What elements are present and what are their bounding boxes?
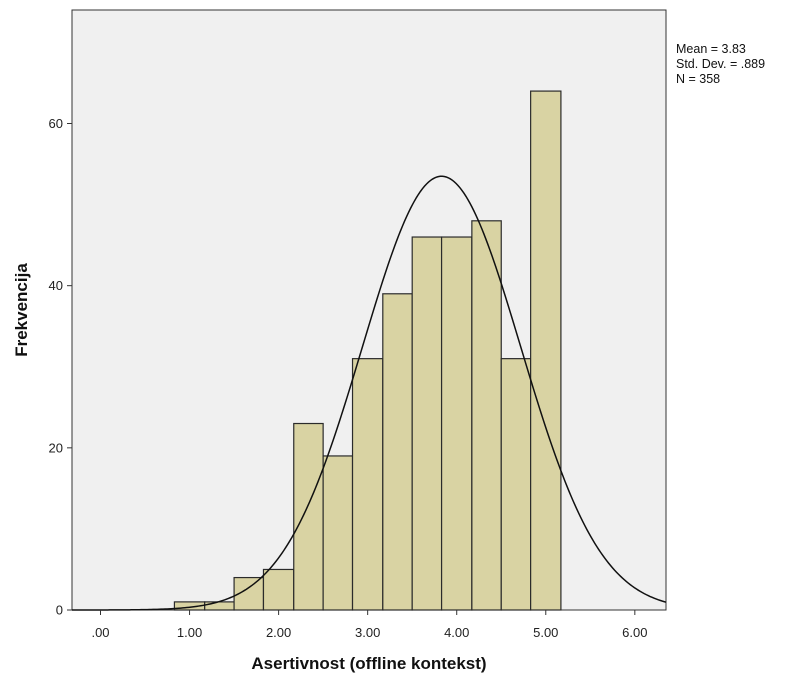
- stats-mean: Mean = 3.83: [676, 42, 746, 56]
- histogram-bar: [204, 601, 235, 611]
- x-tick-label: 2.00: [266, 625, 291, 640]
- histogram-bar: [351, 358, 384, 611]
- y-tick-label: 20: [49, 440, 63, 455]
- histogram-bar: [530, 90, 562, 611]
- histogram-bar: [500, 358, 532, 611]
- histogram-bar: [411, 236, 443, 611]
- histogram-bar: [322, 455, 354, 611]
- histogram-bar: [262, 568, 295, 611]
- x-tick-label: 5.00: [533, 625, 558, 640]
- y-tick-label: 40: [49, 278, 63, 293]
- x-tick-label: .00: [91, 625, 109, 640]
- normal-curve: [72, 175, 667, 611]
- x-axis-title: Asertivnost (offline kontekst): [251, 654, 486, 673]
- histogram-bar: [440, 236, 473, 611]
- histogram-bar: [382, 293, 413, 611]
- y-axis-title: Frekvencija: [12, 263, 31, 357]
- y-tick-label: 0: [56, 603, 63, 618]
- histogram-bar: [293, 422, 324, 611]
- stats-box: Mean = 3.83 Std. Dev. = .889 N = 358: [676, 42, 765, 86]
- stats-n: N = 358: [676, 72, 720, 86]
- x-tick-label: 4.00: [444, 625, 469, 640]
- y-tick-label: 60: [49, 116, 63, 131]
- histogram-bar: [471, 220, 502, 611]
- y-axis: 0 20 40 60: [49, 116, 72, 618]
- x-tick-label: 3.00: [355, 625, 380, 640]
- x-tick-label: 6.00: [622, 625, 647, 640]
- stats-std-dev: Std. Dev. = .889: [676, 57, 765, 71]
- bars-group: [173, 90, 562, 611]
- x-tick-label: 1.00: [177, 625, 202, 640]
- x-axis: .00 1.00 2.00 3.00 4.00 5.00 6.00: [91, 610, 647, 640]
